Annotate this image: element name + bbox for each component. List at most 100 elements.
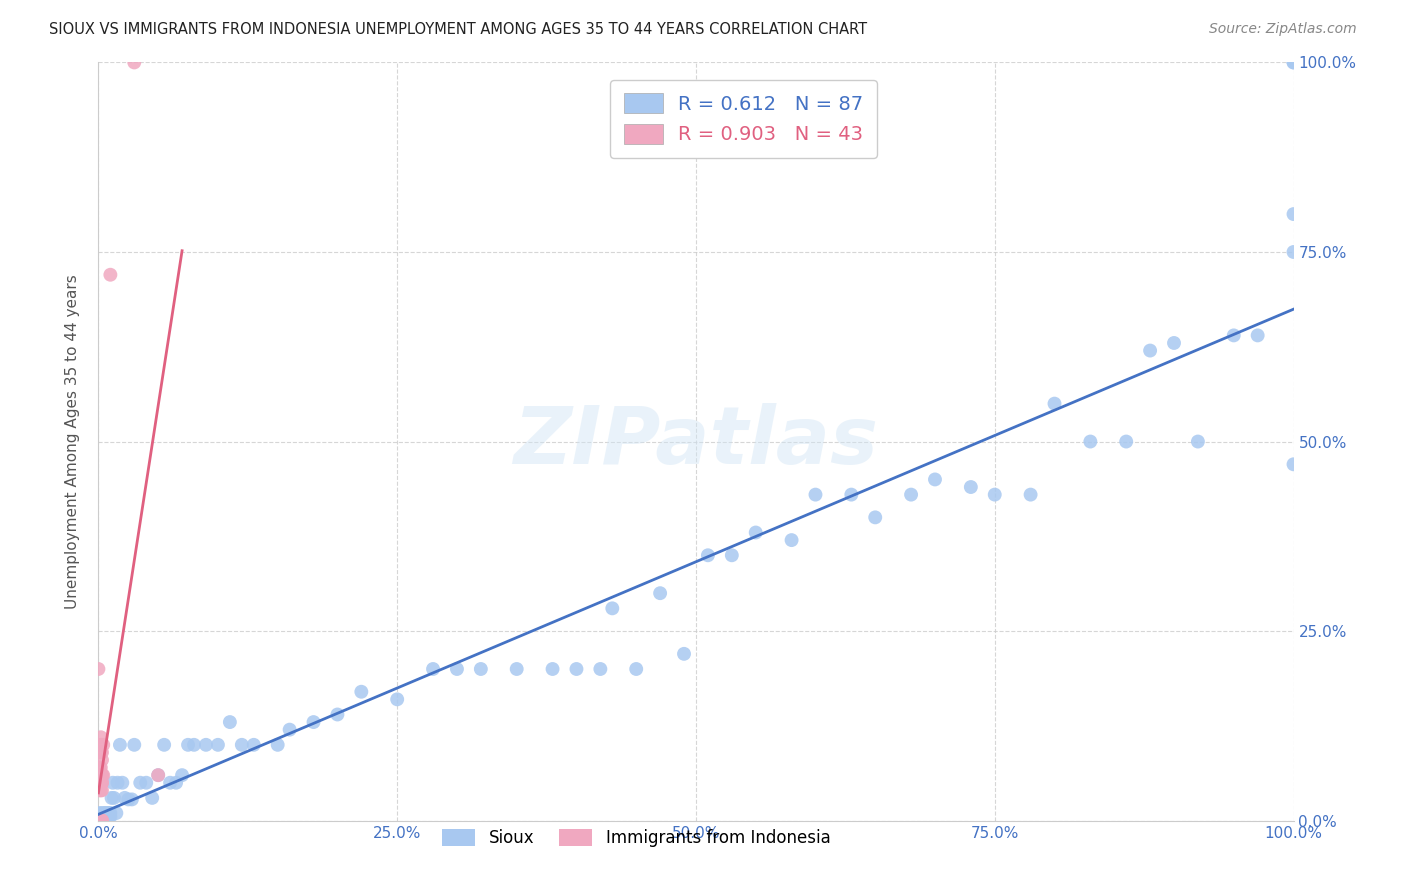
Point [1223,328,1246,343]
Point [1115,434,1137,449]
Point [91,814,114,828]
Point [267,738,290,752]
Point [243,738,266,752]
Point [114,791,136,805]
Point [1247,328,1270,343]
Point [107,776,129,790]
Legend: Sioux, Immigrants from Indonesia: Sioux, Immigrants from Indonesia [436,822,837,854]
Point [90,810,112,824]
Y-axis label: Unemployment Among Ages 35 to 44 years: Unemployment Among Ages 35 to 44 years [65,274,80,609]
Point [91,783,114,797]
Point [91,746,114,760]
Point [94,806,117,821]
Point [565,662,588,676]
Point [98,806,122,821]
Point [96,814,118,828]
Point [87,814,110,828]
Point [589,662,612,676]
Point [89,760,111,774]
Point [1282,244,1305,259]
Point [90,768,112,782]
Point [111,776,134,790]
Point [1282,55,1305,70]
Point [446,662,468,676]
Text: ZIPatlas: ZIPatlas [513,402,879,481]
Point [90,730,112,744]
Point [1163,335,1185,350]
Point [865,510,887,524]
Point [195,738,218,752]
Point [841,487,863,501]
Point [89,776,111,790]
Point [121,792,143,806]
Point [91,776,114,790]
Point [177,738,200,752]
Point [183,738,205,752]
Point [804,487,827,501]
Point [87,814,110,828]
Point [302,715,325,730]
Point [1080,434,1102,449]
Point [422,662,444,676]
Point [984,487,1007,501]
Point [90,814,112,828]
Point [90,760,112,774]
Point [541,662,564,676]
Point [91,738,114,752]
Point [105,806,128,821]
Point [87,814,110,828]
Point [87,814,110,828]
Point [626,662,648,676]
Point [91,753,114,767]
Point [94,810,117,824]
Point [90,746,112,760]
Point [91,810,114,824]
Point [900,487,922,501]
Point [924,473,946,487]
Point [350,685,373,699]
Point [165,776,187,790]
Point [721,548,744,563]
Point [697,548,720,563]
Point [89,814,111,828]
Point [97,806,120,821]
Point [89,814,111,828]
Point [89,814,111,828]
Point [97,810,120,824]
Point [673,647,696,661]
Point [90,783,112,797]
Point [87,814,110,828]
Point [1282,458,1305,472]
Point [159,776,181,790]
Point [278,723,301,737]
Point [141,791,163,805]
Point [87,814,110,828]
Point [1019,487,1042,501]
Point [90,814,112,828]
Point [98,810,121,824]
Point [87,814,110,828]
Point [960,480,983,494]
Point [117,792,139,806]
Point [100,791,122,805]
Point [103,791,125,805]
Point [91,806,114,821]
Point [91,776,114,790]
Point [135,776,157,790]
Point [89,768,111,782]
Point [89,814,111,828]
Point [90,738,112,752]
Point [89,814,111,828]
Point [98,810,122,824]
Text: Source: ZipAtlas.com: Source: ZipAtlas.com [1209,22,1357,37]
Point [231,738,253,752]
Point [745,525,768,540]
Point [385,692,409,706]
Point [108,738,131,752]
Point [1187,434,1209,449]
Point [87,814,110,828]
Point [98,268,122,282]
Point [91,814,114,828]
Point [124,738,146,752]
Point [89,806,111,821]
